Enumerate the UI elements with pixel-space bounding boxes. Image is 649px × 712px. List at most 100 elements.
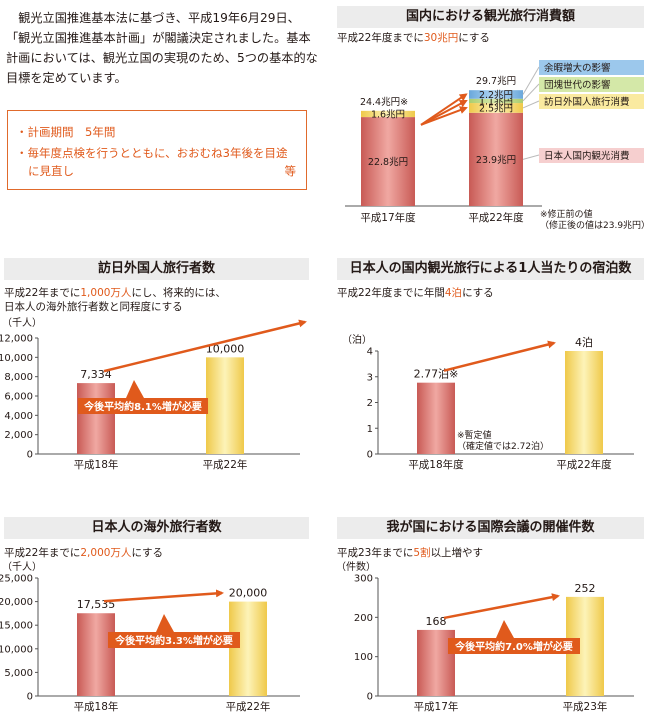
legend-leader	[522, 100, 540, 109]
outbound-subtitle: 平成22年までに2,000万人にする	[4, 547, 164, 559]
category-label: 平成22年	[203, 458, 248, 471]
y-tick-label: 20,000	[0, 597, 33, 608]
category-label: 平成18年	[74, 700, 119, 712]
bar-value-label: 20,000	[229, 587, 268, 600]
y-tick-label: 0	[27, 450, 33, 461]
legend-label: 余暇増大の影響	[544, 62, 611, 74]
y-tick-label: 0	[367, 692, 373, 703]
legend-label: 日本人国内観光消費	[544, 150, 630, 162]
growth-arrow	[420, 99, 468, 126]
bar-2	[565, 351, 603, 454]
y-tick-label: 2	[367, 398, 373, 409]
bar-1	[77, 613, 115, 696]
y-tick-label: 200	[354, 613, 373, 624]
visitors-chart: 0 2,000 4,000 6,000 8,000 10,000 12,000 （千人） 7,3…	[0, 317, 307, 471]
callout-box	[78, 398, 208, 414]
stack-segment	[469, 90, 523, 99]
category-label: 平成23年	[563, 700, 608, 712]
nights-note: ※暫定値 （確定値では2.72泊）	[457, 431, 550, 452]
y-axis-unit: （件数）	[336, 560, 376, 573]
segment-value-label: 1.1兆円	[479, 96, 513, 107]
plan-review-suffix: 等	[284, 164, 297, 178]
y-tick-label: 10,000	[0, 353, 33, 364]
total-label: 24.4兆円※	[360, 97, 408, 108]
plan-review-line2: に見直し	[28, 164, 74, 178]
y-tick-label: 300	[354, 574, 373, 585]
y-tick-label: 4,000	[4, 411, 33, 422]
segment-value-label: 22.8兆円	[368, 157, 408, 168]
conferences-subtitle: 平成23年までに5割以上増やす	[337, 547, 484, 559]
legend-label: 団塊世代の影響	[544, 79, 611, 91]
y-tick-label: 15,000	[0, 621, 33, 632]
y-tick-label: 12,000	[0, 334, 33, 345]
callout-box	[448, 638, 580, 654]
bar-value-label: 7,334	[80, 368, 112, 381]
spending-title: 国内における観光旅行消費額	[337, 6, 644, 28]
stack-segment	[361, 117, 415, 206]
y-tick-label: 4	[367, 347, 373, 358]
outbound-title: 日本人の海外旅行者数	[4, 517, 309, 539]
bar-2	[206, 357, 244, 454]
y-tick-label: 5,000	[4, 668, 33, 679]
legend-label: 訪日外国人旅行消費	[544, 96, 630, 108]
y-tick-label: 25,000	[0, 574, 33, 585]
segment-value-label: 1.6兆円	[371, 109, 405, 120]
category-label: 平成22年	[226, 700, 271, 712]
callout-pointer	[126, 380, 144, 398]
category-label: 平成22年度	[468, 211, 524, 224]
segment-value-label: 2.2兆円	[479, 90, 513, 101]
legend-box	[539, 60, 644, 75]
stack-segment	[469, 103, 523, 113]
visitors-subtitle: 平成22年までに1,000万人にし、将来的には、	[4, 287, 226, 299]
callout-box	[108, 632, 240, 648]
bar-value-label: 252	[575, 582, 596, 595]
spending-subtitle: 平成22年度までに30兆円にする	[337, 32, 490, 44]
y-tick-label: 3	[367, 372, 373, 383]
legend-box	[539, 94, 644, 109]
growth-callout: 今後平均約7.0%増が必要	[454, 640, 573, 653]
outbound-chart: 05,00010,00015,00020,00025,000（千人）17,535…	[0, 561, 300, 712]
stack-segment	[469, 98, 523, 104]
growth-arrow	[420, 106, 468, 126]
plan-review-line1: ・毎年度点検を行うとともに、おおむね3年後を目途	[16, 146, 288, 160]
intro-text: 観光立国推進基本法に基づき、平成19年6月29日、「観光立国推進基本計画」が閣議…	[6, 11, 318, 85]
callout-pointer	[496, 620, 514, 638]
bar-2	[229, 601, 267, 696]
conferences-title: 我が国における国際会議の開催件数	[337, 517, 644, 539]
legend-leader	[522, 66, 540, 95]
bar-1	[417, 382, 455, 454]
segment-value-label: 23.9兆円	[476, 155, 516, 166]
conferences-chart: 0 100 200 300（件数） 168 平成17年 252 平成23年 今後平均約7.0%増…	[336, 560, 634, 712]
y-tick-label: 1	[367, 424, 373, 435]
legend-leader	[522, 83, 540, 102]
trend-arrow	[443, 340, 556, 372]
y-tick-label: 2,000	[4, 430, 33, 441]
y-tick-label: 6,000	[4, 392, 33, 403]
bar-value-label: 168	[426, 615, 447, 628]
category-label: 平成17年	[414, 700, 459, 712]
trend-arrow	[103, 319, 307, 373]
legend-box	[539, 148, 644, 163]
visitors-title: 訪日外国人旅行者数	[4, 258, 309, 280]
nights-title: 日本人の国内観光旅行による1人当たりの宿泊数	[337, 258, 644, 280]
spending-note: ※修正前の値 （修正後の値は23.9兆円）	[540, 210, 649, 231]
callout-pointer	[156, 614, 174, 632]
category-label: 平成18年	[74, 458, 119, 471]
category-label: 平成22年度	[556, 458, 612, 471]
category-label: 平成17年度	[360, 211, 416, 224]
trend-arrow	[103, 589, 224, 603]
visitors-subtitle-line2: 日本人の海外旅行者数と同程度にする	[4, 301, 183, 313]
y-axis-unit: （千人）	[2, 317, 42, 329]
stack-segment	[469, 112, 523, 206]
total-label: 29.7兆円	[476, 76, 516, 87]
segment-value-label: 2.5兆円	[479, 103, 513, 114]
growth-callout: 今後平均約3.3%増が必要	[114, 634, 233, 647]
y-tick-label: 8,000	[4, 372, 33, 383]
y-tick-label: 0	[27, 692, 33, 703]
plan-box: ・計画期間 5年間 ・毎年度点検を行うとともに、おおむね3年後を目途 に見直し …	[7, 110, 307, 190]
bar-1	[77, 383, 115, 454]
legend-box	[539, 77, 644, 92]
y-axis-unit: （泊）	[342, 334, 372, 346]
